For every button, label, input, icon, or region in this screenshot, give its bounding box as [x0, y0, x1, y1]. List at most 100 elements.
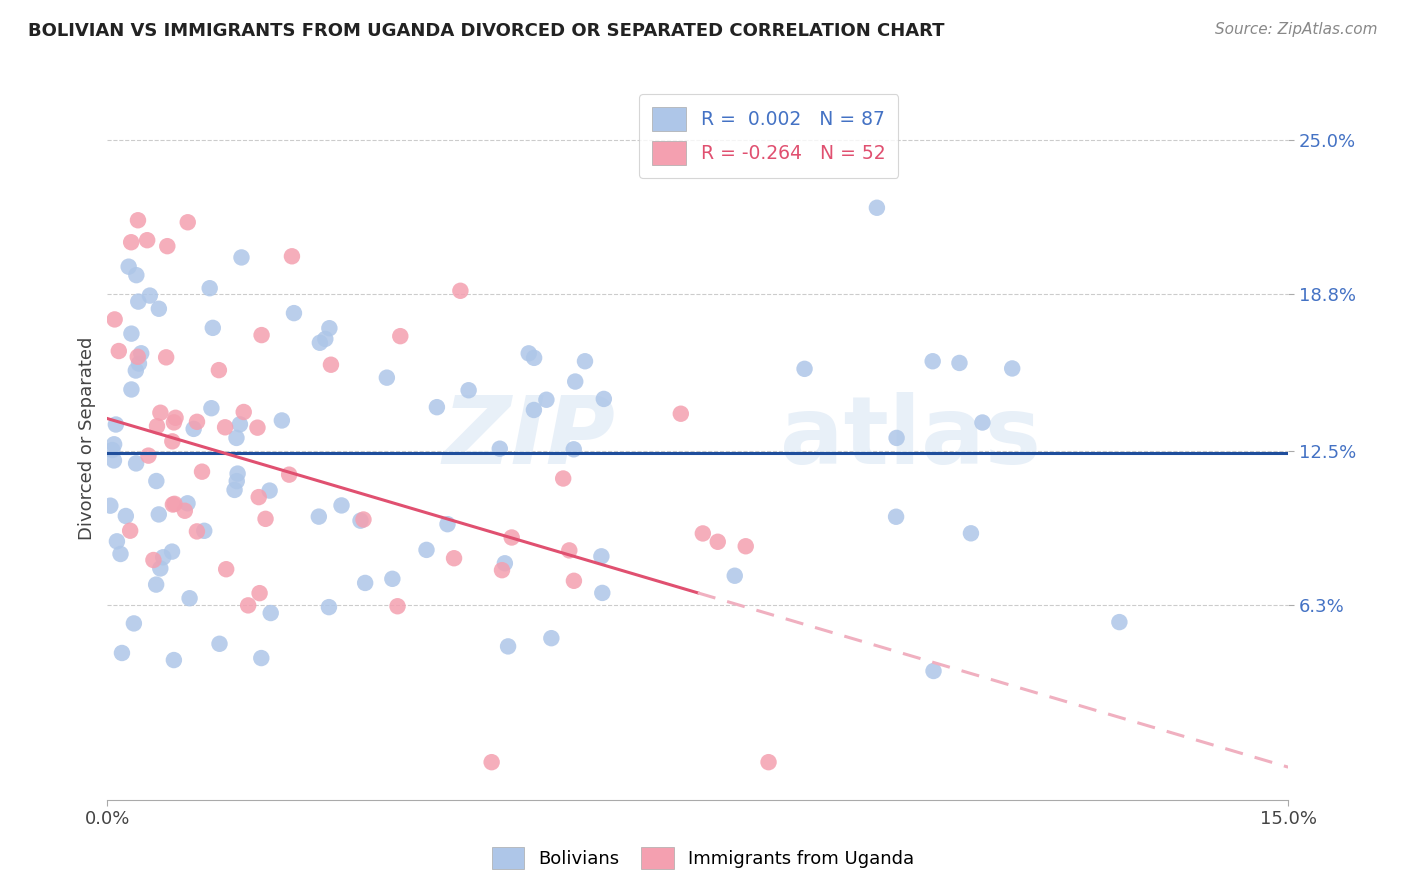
Point [120, 383, 142, 397]
Point [921, 354, 943, 368]
Point [574, 354, 596, 368]
Point [110, 547, 132, 561]
Point [138, 449, 160, 463]
Point [922, 664, 945, 678]
Point [308, 509, 330, 524]
Point [283, 306, 305, 320]
Point [354, 576, 377, 591]
Point [254, 512, 277, 526]
Point [884, 509, 907, 524]
Point [494, 556, 516, 570]
Point [225, 431, 247, 445]
Point [127, 350, 149, 364]
Point [104, 417, 127, 432]
Point [160, 544, 183, 558]
Text: atlas: atlas [780, 392, 1042, 484]
Point [139, 288, 162, 302]
Point [163, 497, 186, 511]
Point [960, 526, 983, 541]
Point [148, 508, 170, 522]
Point [457, 383, 479, 397]
Point [250, 651, 273, 665]
Point [562, 574, 585, 588]
Point [104, 312, 127, 326]
Point [215, 562, 238, 576]
Point [415, 542, 437, 557]
Point [111, 646, 134, 660]
Point [501, 531, 523, 545]
Point [314, 332, 336, 346]
Point [208, 637, 231, 651]
Point [120, 235, 142, 250]
Point [349, 514, 371, 528]
Point [148, 301, 170, 316]
Point [318, 321, 340, 335]
Point [183, 422, 205, 436]
Point [592, 392, 614, 406]
Point [128, 357, 150, 371]
Point [389, 329, 412, 343]
Point [426, 400, 449, 414]
Point [669, 407, 692, 421]
Point [948, 356, 970, 370]
Point [706, 534, 728, 549]
Point [127, 213, 149, 227]
Point [481, 755, 503, 769]
Point [319, 358, 342, 372]
Point [449, 284, 471, 298]
Point [118, 260, 141, 274]
Point [120, 524, 142, 538]
Point [162, 498, 184, 512]
Point [270, 413, 292, 427]
Point [226, 467, 249, 481]
Point [488, 442, 510, 456]
Point [176, 496, 198, 510]
Point [491, 563, 513, 577]
Point [866, 201, 889, 215]
Point [330, 499, 353, 513]
Text: BOLIVIAN VS IMMIGRANTS FROM UGANDA DIVORCED OR SEPARATED CORRELATION CHART: BOLIVIAN VS IMMIGRANTS FROM UGANDA DIVOR… [28, 22, 945, 40]
Point [232, 405, 254, 419]
Point [186, 524, 208, 539]
Point [146, 419, 169, 434]
Point [136, 233, 159, 247]
Legend: Bolivians, Immigrants from Uganda: Bolivians, Immigrants from Uganda [482, 838, 924, 879]
Point [162, 434, 184, 449]
Text: Source: ZipAtlas.com: Source: ZipAtlas.com [1215, 22, 1378, 37]
Point [381, 572, 404, 586]
Point [238, 599, 260, 613]
Point [260, 606, 283, 620]
Point [793, 361, 815, 376]
Point [249, 586, 271, 600]
Point [145, 577, 167, 591]
Point [155, 351, 177, 365]
Point [246, 420, 269, 434]
Point [156, 239, 179, 253]
Point [125, 363, 148, 377]
Point [145, 474, 167, 488]
Point [496, 640, 519, 654]
Point [179, 591, 201, 606]
Point [149, 406, 172, 420]
Point [591, 586, 613, 600]
Point [127, 294, 149, 309]
Point [214, 420, 236, 434]
Point [523, 403, 546, 417]
Point [724, 568, 747, 582]
Point [1108, 615, 1130, 629]
Point [523, 351, 546, 365]
Legend: R =  0.002   N = 87, R = -0.264   N = 52: R = 0.002 N = 87, R = -0.264 N = 52 [638, 94, 898, 178]
Point [375, 370, 398, 384]
Point [120, 326, 142, 341]
Point [122, 616, 145, 631]
Point [224, 483, 246, 497]
Point [562, 442, 585, 457]
Point [152, 550, 174, 565]
Point [98, 499, 121, 513]
Point [247, 490, 270, 504]
Point [229, 417, 252, 432]
Point [436, 517, 458, 532]
Point [250, 328, 273, 343]
Point [540, 631, 562, 645]
Point [281, 249, 304, 263]
